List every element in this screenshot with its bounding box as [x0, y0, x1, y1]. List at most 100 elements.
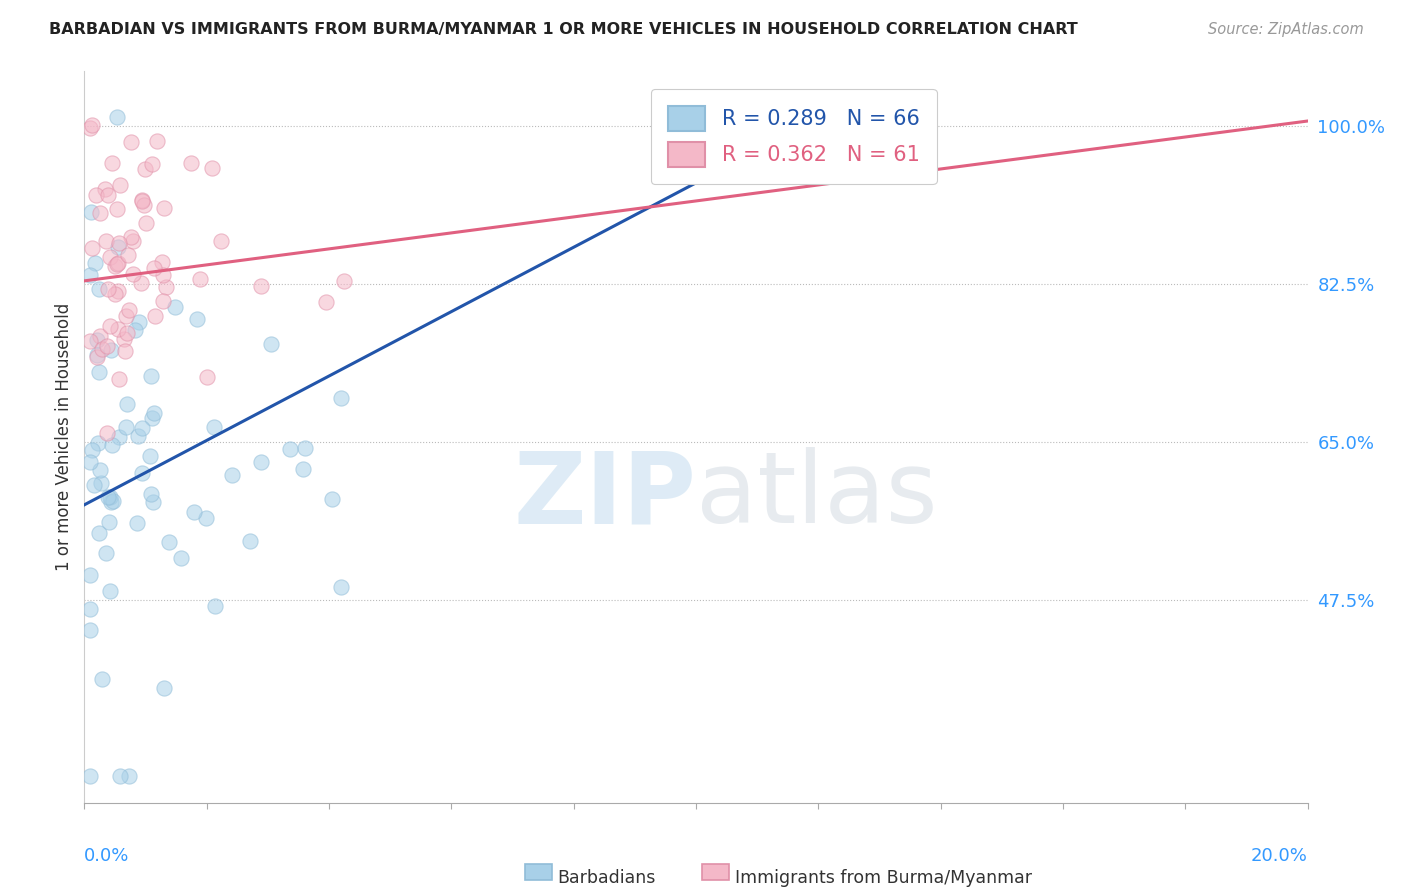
Point	[79, 334, 101, 348]
Point	[79, 602, 101, 616]
Point	[90, 475, 112, 490]
Point	[332, 274, 354, 288]
Point	[84, 256, 107, 270]
Point	[142, 495, 165, 509]
Point	[100, 343, 122, 358]
Point	[221, 467, 243, 482]
Point	[260, 337, 283, 351]
Point	[89, 328, 111, 343]
Point	[194, 511, 217, 525]
Point	[105, 202, 128, 217]
Point	[291, 462, 314, 476]
Point	[82, 118, 104, 132]
Point	[98, 318, 121, 333]
Point	[115, 309, 138, 323]
Point	[118, 769, 141, 783]
Point	[107, 322, 129, 336]
Point	[153, 201, 176, 215]
Point	[114, 344, 136, 359]
Point	[135, 216, 157, 230]
Point	[131, 193, 153, 207]
Point	[89, 282, 111, 296]
Point	[201, 161, 224, 175]
Point	[197, 369, 219, 384]
Point	[90, 672, 112, 686]
Point	[188, 272, 211, 286]
Point	[131, 467, 153, 481]
Point	[134, 161, 156, 176]
Point	[117, 248, 139, 262]
Point	[79, 568, 101, 582]
Point	[84, 188, 107, 202]
Point	[239, 533, 262, 548]
Point	[101, 156, 124, 170]
Point	[155, 280, 177, 294]
Point	[115, 396, 138, 410]
Point	[204, 599, 226, 613]
Point	[122, 234, 145, 248]
Point	[120, 230, 142, 244]
Point	[157, 534, 180, 549]
Point	[89, 525, 111, 540]
Point	[79, 769, 101, 783]
Point	[121, 267, 143, 281]
Point	[134, 198, 156, 212]
Point	[104, 259, 127, 273]
Point	[97, 515, 120, 529]
Point	[186, 312, 208, 326]
Point	[129, 276, 152, 290]
Point	[107, 256, 129, 270]
Point	[96, 425, 118, 440]
Text: Barbadians: Barbadians	[558, 869, 657, 887]
Point	[294, 441, 316, 455]
Point	[143, 261, 166, 276]
Point	[315, 294, 337, 309]
FancyBboxPatch shape	[702, 863, 728, 880]
Point	[105, 257, 128, 271]
Point	[249, 455, 271, 469]
Point	[146, 134, 169, 148]
Point	[120, 135, 142, 149]
Text: 0.0%: 0.0%	[84, 847, 129, 864]
Point	[115, 326, 138, 341]
Point	[100, 438, 122, 452]
Point	[321, 491, 343, 506]
Point	[183, 505, 205, 519]
Text: ZIP: ZIP	[513, 447, 696, 544]
Point	[152, 294, 174, 309]
Point	[86, 333, 108, 347]
Point	[110, 769, 132, 783]
Point	[124, 323, 146, 337]
Point	[97, 282, 120, 296]
Legend: R = 0.289   N = 66, R = 0.362   N = 61: R = 0.289 N = 66, R = 0.362 N = 61	[651, 89, 936, 184]
Point	[104, 286, 127, 301]
Y-axis label: 1 or more Vehicles in Household: 1 or more Vehicles in Household	[55, 303, 73, 571]
Point	[139, 449, 162, 463]
Point	[87, 365, 110, 379]
Point	[107, 284, 129, 298]
Point	[79, 268, 101, 282]
Text: Source: ZipAtlas.com: Source: ZipAtlas.com	[1208, 22, 1364, 37]
Point	[131, 194, 153, 208]
Point	[250, 278, 273, 293]
Point	[97, 490, 120, 504]
Point	[107, 240, 129, 254]
Point	[152, 268, 174, 283]
Point	[97, 188, 120, 202]
Point	[86, 348, 108, 362]
Point	[79, 120, 101, 135]
Point	[329, 580, 352, 594]
Point	[330, 391, 353, 405]
Point	[141, 487, 163, 501]
Point	[278, 442, 301, 456]
Point	[89, 462, 111, 476]
Point	[127, 429, 149, 443]
Point	[153, 681, 176, 695]
Point	[141, 157, 163, 171]
Point	[105, 110, 128, 124]
Point	[80, 443, 103, 458]
Point	[128, 315, 150, 329]
Point	[98, 583, 121, 598]
Point	[98, 250, 121, 264]
Point	[180, 156, 202, 170]
